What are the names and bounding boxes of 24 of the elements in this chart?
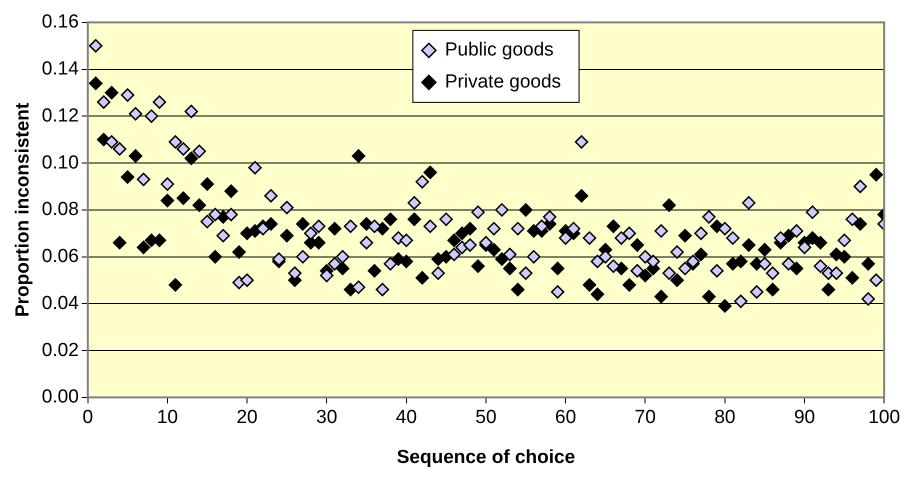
y-tick-label: 0.08	[42, 199, 79, 220]
x-tick-label: 50	[475, 407, 497, 428]
x-tick-label: 20	[236, 407, 258, 428]
x-tick-label: 80	[714, 407, 736, 428]
x-tick-label: 90	[794, 407, 816, 428]
x-tick-label: 40	[396, 407, 417, 428]
x-tick-label: 30	[316, 407, 338, 428]
legend-label: Private goods	[444, 72, 562, 93]
y-tick-label: 0.06	[42, 246, 79, 268]
y-tick-label: 0.16	[42, 12, 79, 33]
y-tick-label: 0.02	[42, 340, 79, 361]
y-tick-label: 0.14	[42, 58, 80, 80]
x-tick-label: 70	[634, 407, 656, 428]
y-tick-label: 0.10	[42, 152, 79, 174]
x-tick-label: 100	[868, 407, 900, 428]
y-tick-label: 0.12	[42, 105, 79, 126]
y-axis-title: Proportion inconsistent	[12, 102, 34, 318]
y-tick-label: 0.00	[42, 386, 79, 408]
legend-label: Public goods	[444, 40, 554, 61]
x-tick-label: 10	[156, 407, 178, 428]
x-tick-label: 0	[82, 407, 94, 428]
x-axis-title: Sequence of choice	[396, 446, 576, 468]
y-tick-label: 0.04	[42, 292, 80, 314]
x-tick-label: 60	[555, 407, 576, 428]
